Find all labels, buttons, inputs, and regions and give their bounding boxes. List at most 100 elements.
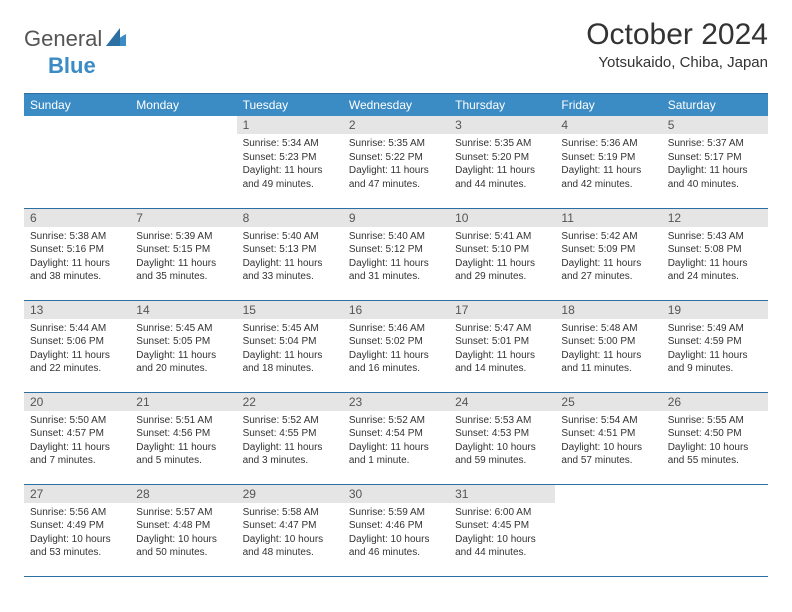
day-details: Sunrise: 5:51 AMSunset: 4:56 PMDaylight:… xyxy=(130,411,236,472)
sunrise-text: Sunrise: 5:35 AM xyxy=(455,137,549,151)
day-number: 14 xyxy=(130,301,236,319)
daylight-text: Daylight: 11 hours and 27 minutes. xyxy=(561,257,655,284)
sunrise-text: Sunrise: 5:52 AM xyxy=(243,414,337,428)
daylight-text: Daylight: 11 hours and 29 minutes. xyxy=(455,257,549,284)
calendar-day-cell: 2Sunrise: 5:35 AMSunset: 5:22 PMDaylight… xyxy=(343,116,449,208)
day-number: 3 xyxy=(449,116,555,134)
sunrise-text: Sunrise: 5:48 AM xyxy=(561,322,655,336)
sunset-text: Sunset: 4:51 PM xyxy=(561,427,655,441)
sunset-text: Sunset: 5:04 PM xyxy=(243,335,337,349)
daylight-text: Daylight: 10 hours and 59 minutes. xyxy=(455,441,549,468)
sunrise-text: Sunrise: 5:58 AM xyxy=(243,506,337,520)
daylight-text: Daylight: 11 hours and 7 minutes. xyxy=(30,441,124,468)
day-details: Sunrise: 5:48 AMSunset: 5:00 PMDaylight:… xyxy=(555,319,661,380)
calendar-empty-cell xyxy=(555,484,661,576)
day-number: 10 xyxy=(449,209,555,227)
calendar-day-cell: 17Sunrise: 5:47 AMSunset: 5:01 PMDayligh… xyxy=(449,300,555,392)
title-block: October 2024 Yotsukaido, Chiba, Japan xyxy=(586,18,768,71)
calendar-day-cell: 31Sunrise: 6:00 AMSunset: 4:45 PMDayligh… xyxy=(449,484,555,576)
calendar-day-cell: 25Sunrise: 5:54 AMSunset: 4:51 PMDayligh… xyxy=(555,392,661,484)
daylight-text: Daylight: 11 hours and 44 minutes. xyxy=(455,164,549,191)
day-details: Sunrise: 5:38 AMSunset: 5:16 PMDaylight:… xyxy=(24,227,130,288)
sunrise-text: Sunrise: 5:49 AM xyxy=(668,322,762,336)
sunset-text: Sunset: 4:48 PM xyxy=(136,519,230,533)
logo-text-general: General xyxy=(24,26,102,52)
daylight-text: Daylight: 11 hours and 38 minutes. xyxy=(30,257,124,284)
sunrise-text: Sunrise: 5:56 AM xyxy=(30,506,124,520)
sunrise-text: Sunrise: 5:57 AM xyxy=(136,506,230,520)
day-details: Sunrise: 5:42 AMSunset: 5:09 PMDaylight:… xyxy=(555,227,661,288)
day-details: Sunrise: 5:50 AMSunset: 4:57 PMDaylight:… xyxy=(24,411,130,472)
sunset-text: Sunset: 5:02 PM xyxy=(349,335,443,349)
day-number: 13 xyxy=(24,301,130,319)
sunset-text: Sunset: 4:53 PM xyxy=(455,427,549,441)
calendar-day-cell: 27Sunrise: 5:56 AMSunset: 4:49 PMDayligh… xyxy=(24,484,130,576)
sunset-text: Sunset: 4:55 PM xyxy=(243,427,337,441)
sunrise-text: Sunrise: 5:40 AM xyxy=(243,230,337,244)
day-number: 26 xyxy=(662,393,768,411)
day-details: Sunrise: 5:36 AMSunset: 5:19 PMDaylight:… xyxy=(555,134,661,195)
sunset-text: Sunset: 4:45 PM xyxy=(455,519,549,533)
sunrise-text: Sunrise: 5:44 AM xyxy=(30,322,124,336)
sunset-text: Sunset: 4:47 PM xyxy=(243,519,337,533)
day-details: Sunrise: 5:53 AMSunset: 4:53 PMDaylight:… xyxy=(449,411,555,472)
day-details: Sunrise: 5:45 AMSunset: 5:05 PMDaylight:… xyxy=(130,319,236,380)
sunrise-text: Sunrise: 5:41 AM xyxy=(455,230,549,244)
calendar-day-cell: 15Sunrise: 5:45 AMSunset: 5:04 PMDayligh… xyxy=(237,300,343,392)
day-details: Sunrise: 5:44 AMSunset: 5:06 PMDaylight:… xyxy=(24,319,130,380)
daylight-text: Daylight: 11 hours and 47 minutes. xyxy=(349,164,443,191)
sunrise-text: Sunrise: 5:38 AM xyxy=(30,230,124,244)
daylight-text: Daylight: 10 hours and 48 minutes. xyxy=(243,533,337,560)
calendar-day-cell: 8Sunrise: 5:40 AMSunset: 5:13 PMDaylight… xyxy=(237,208,343,300)
sunset-text: Sunset: 5:08 PM xyxy=(668,243,762,257)
weekday-header: Sunday xyxy=(24,94,130,117)
day-details: Sunrise: 5:52 AMSunset: 4:55 PMDaylight:… xyxy=(237,411,343,472)
logo: General xyxy=(24,18,128,52)
sunrise-text: Sunrise: 5:46 AM xyxy=(349,322,443,336)
sunset-text: Sunset: 5:01 PM xyxy=(455,335,549,349)
calendar-week-row: 27Sunrise: 5:56 AMSunset: 4:49 PMDayligh… xyxy=(24,484,768,576)
daylight-text: Daylight: 11 hours and 14 minutes. xyxy=(455,349,549,376)
day-details: Sunrise: 5:45 AMSunset: 5:04 PMDaylight:… xyxy=(237,319,343,380)
daylight-text: Daylight: 11 hours and 1 minute. xyxy=(349,441,443,468)
daylight-text: Daylight: 11 hours and 42 minutes. xyxy=(561,164,655,191)
sunrise-text: Sunrise: 5:50 AM xyxy=(30,414,124,428)
sunrise-text: Sunrise: 5:40 AM xyxy=(349,230,443,244)
sunrise-text: Sunrise: 5:59 AM xyxy=(349,506,443,520)
daylight-text: Daylight: 11 hours and 35 minutes. xyxy=(136,257,230,284)
calendar-day-cell: 18Sunrise: 5:48 AMSunset: 5:00 PMDayligh… xyxy=(555,300,661,392)
calendar-day-cell: 20Sunrise: 5:50 AMSunset: 4:57 PMDayligh… xyxy=(24,392,130,484)
day-number: 11 xyxy=(555,209,661,227)
sunrise-text: Sunrise: 5:47 AM xyxy=(455,322,549,336)
weekday-header: Friday xyxy=(555,94,661,117)
page: General October 2024 Yotsukaido, Chiba, … xyxy=(0,0,792,597)
sunset-text: Sunset: 4:56 PM xyxy=(136,427,230,441)
sunrise-text: Sunrise: 5:36 AM xyxy=(561,137,655,151)
day-details: Sunrise: 5:55 AMSunset: 4:50 PMDaylight:… xyxy=(662,411,768,472)
calendar-day-cell: 19Sunrise: 5:49 AMSunset: 4:59 PMDayligh… xyxy=(662,300,768,392)
sunset-text: Sunset: 5:15 PM xyxy=(136,243,230,257)
calendar-day-cell: 16Sunrise: 5:46 AMSunset: 5:02 PMDayligh… xyxy=(343,300,449,392)
sunrise-text: Sunrise: 5:45 AM xyxy=(243,322,337,336)
day-details: Sunrise: 5:43 AMSunset: 5:08 PMDaylight:… xyxy=(662,227,768,288)
weekday-header: Tuesday xyxy=(237,94,343,117)
daylight-text: Daylight: 10 hours and 46 minutes. xyxy=(349,533,443,560)
daylight-text: Daylight: 11 hours and 33 minutes. xyxy=(243,257,337,284)
day-details: Sunrise: 5:35 AMSunset: 5:20 PMDaylight:… xyxy=(449,134,555,195)
sunset-text: Sunset: 5:22 PM xyxy=(349,151,443,165)
daylight-text: Daylight: 11 hours and 24 minutes. xyxy=(668,257,762,284)
weekday-header: Saturday xyxy=(662,94,768,117)
day-number: 20 xyxy=(24,393,130,411)
day-number: 1 xyxy=(237,116,343,134)
sunrise-text: Sunrise: 5:42 AM xyxy=(561,230,655,244)
day-details: Sunrise: 5:40 AMSunset: 5:12 PMDaylight:… xyxy=(343,227,449,288)
day-details: Sunrise: 6:00 AMSunset: 4:45 PMDaylight:… xyxy=(449,503,555,564)
day-number: 30 xyxy=(343,485,449,503)
sunrise-text: Sunrise: 5:52 AM xyxy=(349,414,443,428)
day-number: 8 xyxy=(237,209,343,227)
weekday-header: Thursday xyxy=(449,94,555,117)
sunset-text: Sunset: 5:23 PM xyxy=(243,151,337,165)
day-number: 22 xyxy=(237,393,343,411)
calendar-day-cell: 12Sunrise: 5:43 AMSunset: 5:08 PMDayligh… xyxy=(662,208,768,300)
day-number: 7 xyxy=(130,209,236,227)
